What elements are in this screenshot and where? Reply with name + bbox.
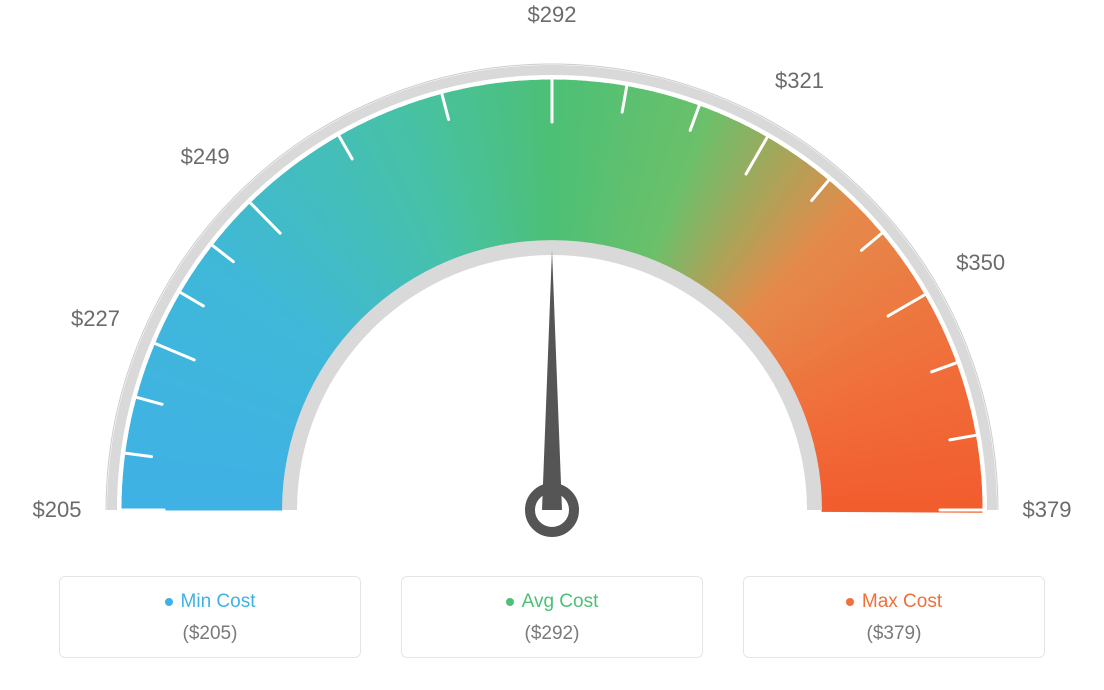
tick-label: $350 <box>956 250 1005 276</box>
tick-label: $249 <box>181 144 230 170</box>
legend-title-max: Max Cost <box>846 591 942 613</box>
legend-dot-avg <box>506 598 514 606</box>
legend-label-avg: Avg Cost <box>522 591 599 613</box>
tick-label: $379 <box>1023 497 1072 523</box>
legend-title-min: Min Cost <box>165 591 256 613</box>
legend-card-min: Min Cost ($205) <box>59 576 361 658</box>
legend-label-max: Max Cost <box>862 591 942 613</box>
cost-gauge-container: $205 $227 $249 $292 $321 $350 $379 Min Cost ($… <box>0 0 1104 690</box>
gauge-area <box>0 0 1104 560</box>
tick-label: $321 <box>775 68 824 94</box>
needle <box>542 250 562 510</box>
legend-dot-max <box>846 598 854 606</box>
tick-label: $227 <box>71 306 120 332</box>
legend-row: Min Cost ($205) Avg Cost ($292) Max Cost… <box>0 576 1104 658</box>
legend-value-avg: ($292) <box>402 623 702 645</box>
tick-label: $205 <box>33 497 82 523</box>
legend-value-min: ($205) <box>60 623 360 645</box>
tick-label: $292 <box>528 2 577 28</box>
gauge-svg <box>0 0 1104 560</box>
legend-card-max: Max Cost ($379) <box>743 576 1045 658</box>
legend-card-avg: Avg Cost ($292) <box>401 576 703 658</box>
legend-value-max: ($379) <box>744 623 1044 645</box>
legend-label-min: Min Cost <box>181 591 256 613</box>
legend-title-avg: Avg Cost <box>506 591 599 613</box>
legend-dot-min <box>165 598 173 606</box>
